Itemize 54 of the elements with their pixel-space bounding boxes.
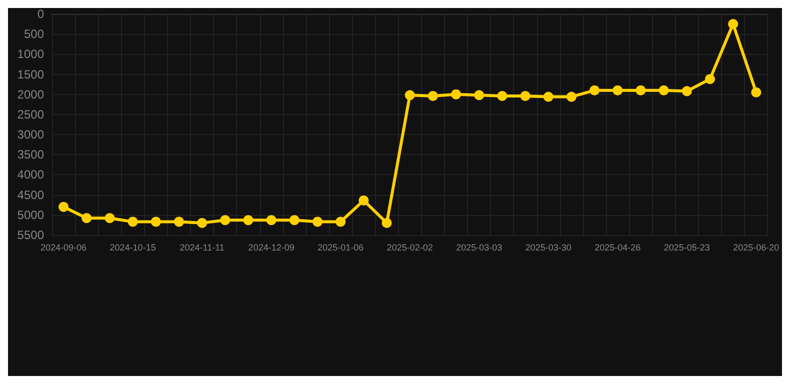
x-tick-label: 2025-01-06: [318, 242, 364, 252]
y-tick-label: 5500: [17, 228, 44, 242]
point: [174, 216, 184, 227]
x-tick-label: 2024-09-06: [40, 242, 87, 252]
point: [612, 85, 623, 96]
point: [474, 90, 484, 100]
x-tick-label: 2024-11-11: [180, 242, 224, 252]
point: [728, 19, 738, 30]
point: [658, 85, 669, 96]
point: [128, 216, 138, 227]
y-tick-label: 2500: [17, 107, 44, 122]
point: [358, 195, 369, 206]
point: [382, 218, 392, 228]
point: [82, 213, 92, 224]
y-tick-label: 4000: [17, 168, 44, 182]
x-tick-label: 2025-05-23: [664, 242, 710, 252]
point: [58, 202, 69, 212]
point: [704, 74, 715, 84]
point: [751, 87, 762, 98]
point: [336, 216, 346, 227]
point: [590, 85, 600, 96]
y-tick-label: 0: [37, 7, 44, 21]
y-tick-label: 2000: [17, 87, 44, 102]
point: [451, 89, 462, 100]
point: [543, 92, 554, 102]
y-tick-label: 500: [24, 27, 44, 42]
x-tick-label: 2024-10-15: [110, 242, 156, 252]
point: [520, 90, 530, 101]
point: [636, 85, 646, 96]
x-tick-label: 2025-02-02: [386, 242, 433, 252]
point: [682, 86, 692, 96]
point: [197, 218, 208, 228]
point: [312, 216, 322, 227]
y-tick-label: 1500: [17, 67, 44, 82]
point: [428, 90, 438, 101]
point: [266, 215, 276, 226]
x-tick-label: 2024-12-09: [248, 242, 294, 252]
x-tick-label: 2025-04-26: [594, 242, 641, 252]
y-tick-label: 1000: [17, 47, 44, 62]
x-tick-label: 2025-03-30: [525, 242, 572, 252]
y-tick-label: 4500: [17, 188, 44, 202]
point: [150, 216, 161, 227]
x-tick-label: 2025-06-20: [733, 242, 780, 252]
point: [497, 90, 508, 101]
y-tick-label: 5000: [17, 208, 44, 222]
point: [104, 213, 115, 224]
point: [289, 215, 300, 226]
point: [404, 90, 415, 100]
y-tick-label: 3000: [17, 128, 44, 142]
y-tick-label: 3500: [17, 148, 44, 162]
point: [220, 215, 230, 226]
x-tick-label: 2025-03-03: [456, 242, 502, 252]
point: [566, 92, 576, 102]
point: [243, 215, 254, 226]
